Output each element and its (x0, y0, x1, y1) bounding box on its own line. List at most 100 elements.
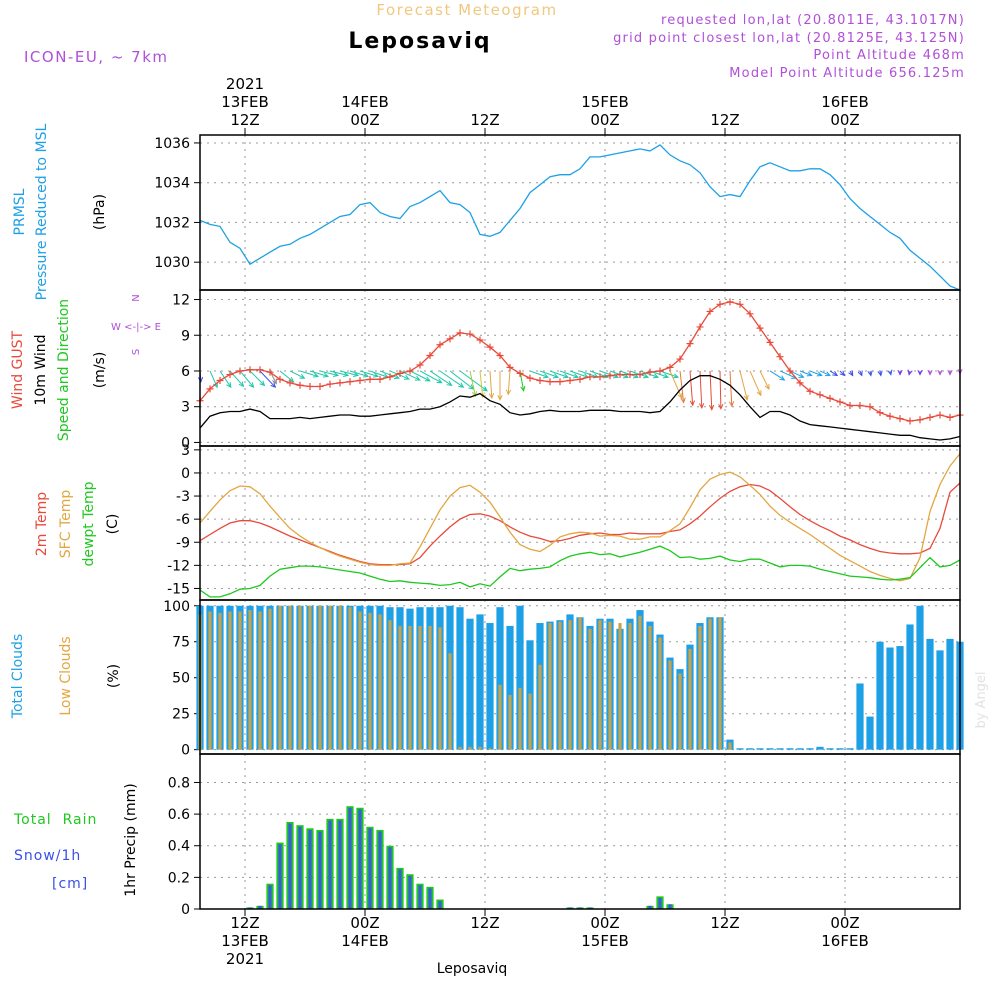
wind-arrow (369, 370, 389, 378)
gust-marker (486, 343, 494, 351)
precip-label-3: [cm] (52, 876, 88, 892)
low-cloud-bar (208, 611, 212, 750)
wind-compass-we: W <-|-> E (111, 322, 161, 333)
wind-compass-s: S (131, 349, 142, 355)
wind-arrow-head (764, 383, 770, 391)
low-cloud-bar (428, 625, 432, 750)
bottom-time-label: 16FEB (821, 932, 868, 950)
gust-marker (786, 367, 794, 375)
wind-arrow (439, 370, 464, 388)
plot-area: 1030103210341036036912-15-12-9-6-3030255… (154, 75, 964, 968)
info-line-3: Point Altitude 468m (813, 48, 965, 63)
precipitation-panel: 0 0.2 0.4 0.6 0.8 (168, 753, 961, 918)
total-cloud-bar (816, 746, 824, 750)
wind-arrow (239, 370, 254, 388)
info-line-1: requested lon,lat (20.8011E, 43.1017N) (661, 13, 965, 28)
gust-marker (386, 373, 394, 381)
precip-label-2: Snow/1h (14, 848, 81, 864)
wind-panel: 0 3 6 9 12 (172, 289, 964, 451)
low-cloud-bar (298, 605, 302, 750)
wind-arrow-head (848, 370, 854, 377)
gust-marker (346, 378, 354, 386)
wind-arrow (259, 370, 276, 388)
clouds-ytick-label: 100 (163, 599, 190, 615)
wind-arrow (789, 370, 804, 378)
pressure-label-2: Pressure Reduced to MSL (34, 123, 50, 300)
low-cloud-bar (588, 628, 592, 750)
wind-arrow (459, 370, 488, 392)
wind-arrow-head (839, 370, 846, 377)
wind-arrow-head (652, 373, 660, 379)
wind-arrow-head (947, 369, 953, 376)
wind-arrow-head (857, 370, 863, 377)
wind-arrow-head (414, 375, 421, 381)
wind-arrow-head (756, 390, 762, 397)
snow-bar (338, 820, 342, 909)
total-cloud-bar (746, 748, 754, 750)
wind-arrow (559, 370, 579, 378)
low-cloud-bar (368, 612, 372, 750)
gust-marker (756, 324, 764, 332)
gust-marker (586, 373, 594, 381)
wind-arrow-head (680, 397, 686, 404)
gust-marker (326, 380, 334, 388)
total-cloud-bar (896, 646, 904, 750)
clouds-label-2: Low Clouds (58, 636, 74, 715)
temperature-ytick-label: -6 (176, 512, 190, 528)
gust-marker (516, 369, 524, 377)
top-time-label: 16FEB (821, 93, 868, 111)
low-cloud-bar (438, 627, 442, 750)
wind-arrow-head (353, 371, 360, 377)
wind-arrow-head (743, 394, 749, 401)
wind-arrow (759, 370, 770, 390)
gust-marker (736, 300, 744, 308)
wind-arrow (539, 370, 559, 378)
wind-ytick-label: 3 (181, 400, 190, 416)
snow-bar (668, 904, 672, 909)
info-line-2: grid point closest lon,lat (20.8125E, 43… (613, 31, 965, 46)
wind-ytick-label: 12 (172, 293, 190, 309)
gust-marker (936, 411, 944, 419)
precipitation-ytick-label: 0.4 (168, 839, 190, 855)
wind-line-10m-wind (199, 375, 961, 441)
gust-marker (926, 413, 934, 421)
low-cloud-bar (218, 612, 222, 750)
gust-marker (616, 371, 624, 379)
wind-arrow (507, 370, 511, 395)
wind-arrow (769, 370, 785, 381)
snow-bar (348, 807, 352, 909)
wind-arrow (689, 370, 694, 406)
wind-arrow (469, 370, 476, 397)
low-cloud-bar (468, 746, 472, 750)
wind-arrow (699, 370, 703, 408)
wind-label-2: 10m Wind (33, 334, 49, 405)
temperature-line-dewpt-temp (199, 545, 961, 598)
gust-marker (286, 379, 294, 387)
low-cloud-bar (728, 742, 732, 750)
gust-marker (546, 378, 554, 386)
wind-arrow (429, 370, 452, 386)
low-cloud-bar (478, 746, 482, 750)
wind-arrow-head (226, 382, 232, 389)
wind-arrow (669, 370, 683, 399)
wind-arrow-head (259, 380, 266, 387)
wind-arrow-head (677, 392, 683, 400)
wind-arrow (279, 370, 294, 383)
wind-arrow-head (877, 370, 883, 377)
gust-marker (656, 367, 664, 375)
wind-arrow (719, 370, 722, 409)
total-cloud-bar (826, 748, 834, 750)
total-cloud-bar (936, 650, 944, 750)
low-cloud-bar (598, 620, 602, 750)
temperature-ytick-label: -3 (176, 489, 190, 505)
wind-arrow (549, 370, 569, 378)
snow-bar (438, 901, 442, 909)
bottom-time-label: 12Z (470, 914, 499, 932)
top-time-label: 14FEB (341, 93, 388, 111)
low-cloud-bar (628, 623, 632, 750)
model-name: ICON-EU, ~ 7km (24, 48, 169, 66)
wind-arrow (489, 370, 493, 399)
snow-bar (308, 829, 312, 909)
gust-marker (606, 372, 614, 380)
